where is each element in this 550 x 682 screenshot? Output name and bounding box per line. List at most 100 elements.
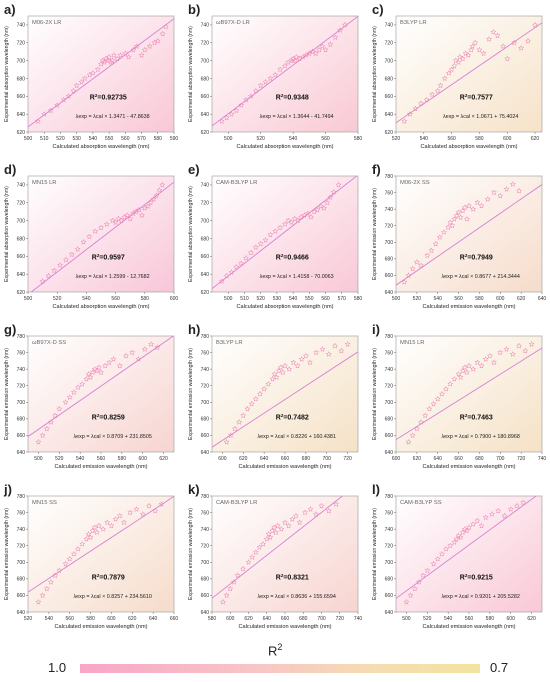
- data-point: [52, 412, 59, 419]
- y-tick-label: 740: [201, 367, 210, 373]
- data-point: [306, 359, 314, 366]
- x-tick-label: 640: [263, 616, 272, 622]
- data-point: [65, 93, 72, 99]
- x-axis-label: Calculated emission wavelength (nm): [55, 624, 148, 630]
- y-tick-label: 640: [201, 272, 210, 278]
- chart-panel: h) 600 620 640 660 680 700 720 640 660 680 700 720 74…: [186, 322, 364, 482]
- data-point: [405, 272, 412, 279]
- plot-area: [211, 335, 359, 453]
- x-tick-label: 500: [24, 296, 33, 302]
- x-tick-label: 510: [40, 136, 49, 142]
- data-point: [413, 258, 420, 265]
- y-tick-label: 620: [201, 130, 210, 136]
- data-point: [261, 385, 268, 392]
- data-point: [490, 28, 497, 35]
- data-point: [138, 212, 145, 218]
- data-point: [463, 369, 471, 376]
- y-tick-label: 760: [385, 350, 394, 356]
- y-tick-label: 660: [17, 593, 26, 599]
- x-tick-label: 600: [503, 136, 512, 142]
- regression-line: [28, 336, 174, 437]
- data-point: [319, 346, 326, 352]
- data-point: [145, 502, 153, 509]
- y-tick-label: 780: [385, 494, 394, 500]
- data-point: [528, 341, 535, 347]
- data-point: [341, 21, 349, 28]
- x-tick-label: 580: [475, 296, 484, 302]
- y-axis-label: Experimental emission wavelength (nm): [372, 508, 378, 600]
- panel-label: j): [4, 482, 12, 497]
- y-tick-label: 740: [17, 23, 26, 29]
- y-tick-label: 640: [385, 112, 394, 118]
- scatter-plot: 600 620 640 660 680 700 720 640 660 680 700 720 740 7…: [188, 334, 359, 470]
- x-tick-label: 620: [159, 456, 168, 462]
- data-point: [442, 545, 450, 552]
- regression-equation: λexp = λcal × 0.8677 + 214.3444: [441, 274, 519, 280]
- data-point: [333, 501, 340, 507]
- data-point: [51, 267, 58, 274]
- data-point: [95, 364, 103, 371]
- y-tick-label: 740: [201, 527, 210, 533]
- data-point: [262, 78, 269, 85]
- x-tick-label: 620: [527, 616, 536, 622]
- x-tick-label: 520: [423, 616, 432, 622]
- data-point: [285, 217, 292, 224]
- data-point: [441, 75, 448, 82]
- data-point: [409, 432, 416, 439]
- x-tick-label: 660: [281, 616, 290, 622]
- data-point: [79, 540, 86, 547]
- regression-equation: λexp = λcal × 0.7900 + 180.8968: [441, 434, 519, 440]
- x-tick-label: 560: [321, 296, 330, 302]
- scatter-plot: 500 510 520 530 540 550 560 570 580 590 620 640 660 6…: [4, 15, 178, 150]
- data-point: [455, 59, 462, 66]
- scatter-plot: 500 520 540 560 580 600 620 640 660 680 700 720 740 7…: [372, 494, 543, 630]
- data-point: [66, 394, 73, 400]
- data-point: [285, 522, 292, 529]
- chart-grid: a) 500 510 520 530 540 550 560 570 580 590 620 640 66…: [4, 2, 546, 630]
- data-point: [327, 41, 334, 48]
- data-point: [511, 39, 518, 46]
- data-point: [239, 565, 247, 572]
- data-point: [92, 228, 99, 234]
- data-point: [447, 542, 454, 549]
- data-point: [227, 585, 234, 592]
- x-tick-label: 560: [121, 136, 130, 142]
- x-tick-label: 620: [244, 616, 253, 622]
- x-tick-label: 560: [97, 456, 106, 462]
- data-point: [91, 524, 98, 531]
- regression-line: [396, 22, 542, 124]
- x-tick-label: 700: [496, 456, 505, 462]
- y-tick-label: 660: [385, 273, 394, 279]
- panel-label: h): [188, 322, 201, 337]
- data-point: [219, 598, 227, 605]
- regression-equation: λexp = λcal × 0.8257 + 234.5610: [73, 594, 151, 600]
- y-tick-label: 740: [17, 527, 26, 533]
- data-point: [474, 359, 481, 366]
- data-point: [256, 390, 264, 397]
- y-tick-label: 720: [201, 544, 210, 550]
- data-point: [459, 367, 466, 374]
- data-point: [156, 187, 163, 193]
- data-point: [218, 278, 225, 284]
- data-point: [412, 105, 419, 112]
- data-point: [260, 540, 267, 547]
- data-point: [314, 206, 321, 213]
- data-point: [531, 21, 539, 28]
- data-point: [272, 71, 279, 78]
- data-point: [116, 362, 123, 369]
- data-point: [159, 30, 166, 37]
- r-squared-label: R2=0.7463: [460, 413, 493, 422]
- data-point: [228, 110, 235, 117]
- scatter-plot: 500 520 540 560 580 600 620 640 640 660 680 700 720 7…: [372, 174, 546, 310]
- data-point: [70, 389, 77, 395]
- data-point: [415, 578, 423, 585]
- data-point: [238, 260, 245, 267]
- data-point: [103, 220, 110, 227]
- data-point: [465, 52, 472, 58]
- plot-area: [211, 495, 359, 613]
- data-point: [269, 375, 276, 382]
- x-tick-label: 660: [281, 456, 290, 462]
- data-point: [495, 507, 502, 514]
- y-tick-label: 680: [385, 257, 394, 263]
- data-point: [74, 545, 82, 552]
